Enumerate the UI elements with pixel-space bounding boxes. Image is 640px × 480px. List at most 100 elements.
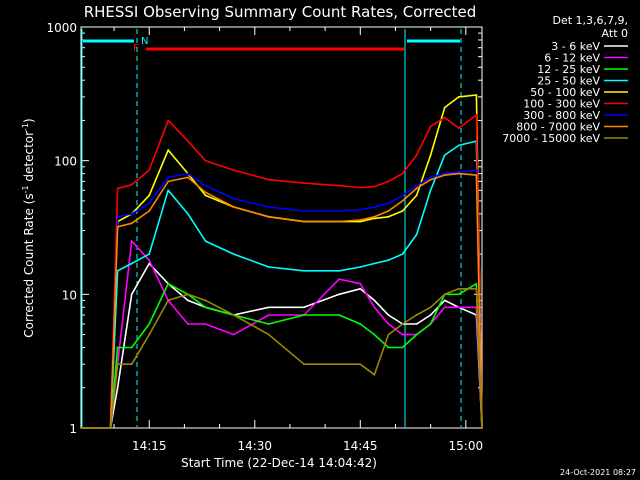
data-point	[148, 169, 151, 172]
observing-flags: N F	[83, 36, 460, 54]
data-point	[457, 306, 460, 309]
data-point	[338, 363, 341, 366]
data-point	[187, 140, 189, 143]
data-point	[443, 306, 446, 309]
plot-frame	[80, 26, 483, 429]
data-point	[359, 363, 362, 366]
data-point	[415, 154, 418, 157]
data-point	[148, 323, 151, 325]
data-point	[457, 95, 460, 98]
data-point	[387, 346, 390, 349]
data-point	[457, 172, 460, 175]
data-point	[401, 253, 404, 255]
data-point	[475, 287, 478, 290]
legend-label: 12 - 25 keV	[537, 63, 600, 76]
data-point	[338, 314, 341, 316]
series-line	[81, 114, 483, 429]
data-point	[429, 323, 432, 325]
data-point	[359, 287, 362, 290]
data-point	[116, 215, 119, 218]
legend-label: 50 - 100 keV	[530, 86, 600, 99]
y-axis-label-end: )	[22, 118, 36, 123]
data-point	[387, 323, 390, 325]
data-point	[338, 210, 341, 212]
data-point	[148, 194, 151, 197]
data-point	[401, 333, 404, 336]
y-axis-label-mid: detector	[22, 131, 36, 186]
data-point	[267, 306, 270, 309]
data-point	[303, 210, 305, 212]
x-tick-label: 14:15	[132, 439, 167, 453]
data-point	[401, 323, 404, 325]
data-point	[148, 259, 151, 262]
y-axis-label-sup1: -1	[21, 185, 30, 193]
data-point	[373, 217, 376, 220]
data-point	[401, 194, 404, 197]
data-point	[359, 323, 362, 325]
data-point	[401, 200, 404, 202]
data-point	[457, 287, 460, 290]
series-group	[80, 94, 483, 429]
data-point	[457, 293, 460, 296]
data-point	[401, 210, 404, 212]
data-point	[187, 293, 189, 296]
data-point	[359, 266, 362, 268]
data-point	[130, 363, 133, 366]
legend-label: 25 - 50 keV	[537, 75, 600, 88]
data-point	[148, 202, 151, 205]
flag-label-n: N	[141, 36, 148, 47]
data-point	[167, 282, 170, 285]
data-point	[109, 427, 112, 429]
data-point	[232, 197, 235, 200]
y-axis-label-main: Corrected Count Rate (s	[22, 193, 36, 337]
data-point	[429, 314, 432, 316]
y-axis-label: Corrected Count Rate (s-1 detector-1)	[21, 118, 36, 337]
data-point	[232, 253, 235, 255]
data-point	[387, 215, 390, 218]
data-point	[338, 184, 341, 187]
y-tick-label: 10	[62, 288, 77, 302]
y-axis-label-sup2: -1	[21, 123, 30, 131]
data-point	[429, 154, 432, 157]
data-point	[415, 194, 418, 197]
data-point	[387, 314, 390, 316]
data-point	[204, 159, 207, 162]
data-point	[387, 180, 390, 183]
data-point	[204, 191, 207, 194]
data-point	[359, 186, 362, 189]
data-point	[116, 386, 119, 389]
chart-title: RHESSI Observing Summary Count Rates, Co…	[84, 3, 477, 21]
data-point	[303, 269, 305, 272]
data-point	[387, 202, 390, 205]
data-point	[338, 293, 341, 296]
data-point	[204, 323, 207, 325]
data-point	[232, 206, 235, 208]
data-point	[387, 259, 390, 262]
y-axis-ticks: 1 10 100 1000	[46, 21, 482, 436]
series-line	[81, 140, 483, 429]
data-point	[475, 94, 478, 96]
data-point	[387, 333, 390, 336]
data-point	[167, 180, 170, 183]
data-point	[167, 189, 170, 192]
data-point	[359, 220, 362, 223]
data-point	[130, 293, 133, 296]
data-point	[429, 306, 432, 309]
data-point	[387, 210, 390, 212]
legend-label: 3 - 6 keV	[551, 40, 600, 53]
data-point	[130, 262, 133, 265]
flag-label-f: F	[133, 43, 139, 54]
data-point	[359, 282, 362, 285]
series-line	[81, 169, 483, 429]
data-point	[443, 299, 446, 302]
data-point	[338, 220, 341, 223]
data-point	[187, 323, 189, 325]
data-point	[443, 116, 446, 119]
data-point	[373, 373, 376, 376]
data-point	[148, 253, 151, 255]
data-point	[475, 113, 478, 116]
data-point	[443, 106, 446, 109]
data-point	[204, 306, 207, 309]
legend-label: 100 - 300 keV	[523, 98, 600, 111]
